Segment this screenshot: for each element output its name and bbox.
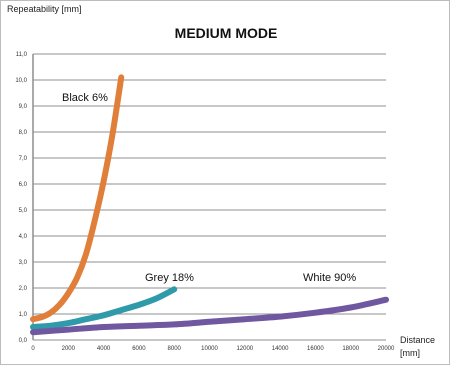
x-tick-label: 10000 <box>201 346 218 352</box>
x-tick-label: 6000 <box>132 346 146 352</box>
x-tick-label: 2000 <box>62 346 76 352</box>
y-tick-label: 9,0 <box>19 104 28 110</box>
x-tick-label: 8000 <box>168 346 182 352</box>
x-axis-unit: [mm] <box>400 348 420 358</box>
y-tick-label: 7,0 <box>19 156 28 162</box>
y-tick-label: 11,0 <box>16 52 28 58</box>
y-tick-label: 4,0 <box>19 234 28 240</box>
y-tick-label: 2,0 <box>19 286 28 292</box>
y-tick-label: 10,0 <box>15 78 27 84</box>
series-label: Black 6% <box>62 92 108 104</box>
series-line <box>30 286 178 330</box>
y-tick-label: 1,0 <box>19 312 28 318</box>
series-label: White 90% <box>303 272 356 284</box>
y-tick-label: 8,0 <box>19 130 28 136</box>
x-axis-label: Distance <box>400 335 435 345</box>
y-axis-label: Repeatability [mm] <box>7 4 82 14</box>
x-tick-label: 20000 <box>378 346 395 352</box>
y-tick-label: 5,0 <box>19 208 28 214</box>
y-tick-label: 0,0 <box>19 338 28 344</box>
x-tick-label: 4000 <box>97 346 111 352</box>
series-line <box>30 74 125 323</box>
y-tick-label: 6,0 <box>19 182 28 188</box>
x-tick-label: 12000 <box>236 346 253 352</box>
series: Black 6% Grey 18% White 90% <box>30 74 389 336</box>
axis-ticks: 0,0 1,0 2,0 3,0 4,0 5,0 6,0 7,0 8,0 9,0 10,0 11,0 0 2… <box>15 52 395 352</box>
x-tick-label: 14000 <box>272 346 289 352</box>
series-label: Grey 18% <box>145 272 194 284</box>
x-tick-label: 0 <box>31 346 35 352</box>
series-line <box>30 296 389 336</box>
x-tick-label: 18000 <box>342 346 359 352</box>
chart-title: MEDIUM MODE <box>175 25 278 41</box>
x-tick-label: 16000 <box>307 346 324 352</box>
y-tick-label: 3,0 <box>19 260 28 266</box>
